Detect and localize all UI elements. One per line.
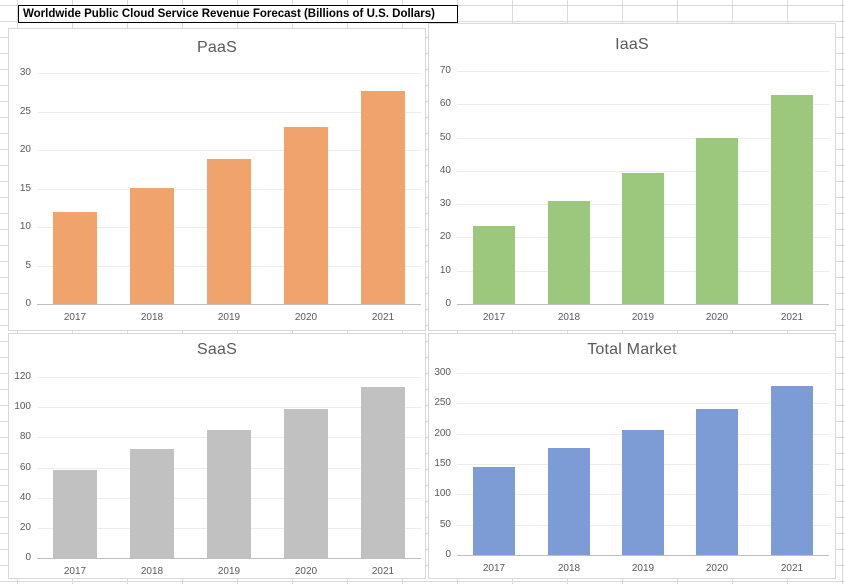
bar-2021[interactable] (361, 91, 405, 304)
bar-2021[interactable] (361, 387, 405, 558)
gridline (37, 150, 421, 151)
x-axis-category-label: 2021 (780, 312, 804, 323)
x-axis-category-label: 2020 (294, 566, 318, 577)
chart-title: PaaS (197, 39, 237, 56)
y-axis-tick-label: 80 (19, 431, 31, 442)
bar-2019[interactable] (207, 159, 251, 304)
x-axis-category-label: 2018 (557, 312, 581, 323)
bar-2019[interactable] (207, 430, 251, 558)
bar-2018[interactable] (130, 449, 174, 558)
y-axis-tick-label: 0 (25, 552, 31, 563)
y-axis-tick-label: 20 (19, 144, 31, 155)
x-axis-category-label: 2018 (140, 566, 164, 577)
x-axis-category-label: 2020 (294, 312, 318, 323)
y-axis-tick-label: 70 (439, 65, 451, 76)
bar-2019[interactable] (622, 430, 664, 555)
x-axis-category-label: 2021 (371, 312, 395, 323)
bar-2020[interactable] (284, 409, 328, 558)
chart-title: SaaS (197, 341, 237, 358)
y-axis-tick-label: 40 (439, 165, 451, 176)
y-axis-tick-label: 60 (439, 98, 451, 109)
x-axis-category-label: 2017 (63, 312, 87, 323)
gridline (457, 138, 829, 139)
saas-chart[interactable]: SaaS 0 20 40 60 80 100 120 2017 2018 2019 2020 2021 (8, 333, 426, 579)
y-axis-tick-label: 150 (434, 458, 451, 469)
x-axis-category-label: 2019 (217, 566, 241, 577)
x-axis-line (37, 304, 421, 305)
bar-2018[interactable] (548, 201, 590, 304)
bar-2017[interactable] (53, 212, 97, 304)
y-axis-tick-label: 100 (14, 401, 31, 412)
y-axis-tick-label: 40 (19, 492, 31, 503)
bar-2018[interactable] (548, 448, 590, 555)
y-axis-tick-label: 20 (19, 522, 31, 533)
x-axis-category-label: 2019 (631, 312, 655, 323)
y-axis-tick-label: 10 (19, 221, 31, 232)
bar-2019[interactable] (622, 173, 664, 304)
gridline (457, 171, 829, 172)
gridline (457, 403, 829, 404)
y-axis-tick-label: 30 (439, 198, 451, 209)
y-axis-tick-label: 100 (434, 488, 451, 499)
bar-2017[interactable] (473, 467, 515, 555)
y-axis-tick-label: 5 (25, 260, 31, 271)
sheet-title-text: Worldwide Public Cloud Service Revenue F… (23, 8, 435, 20)
paas-chart[interactable]: PaaS 0 5 10 15 20 25 30 2017 2018 2019 2020 2021 (8, 28, 426, 331)
x-axis-category-label: 2017 (482, 312, 506, 323)
y-axis-tick-label: 50 (439, 519, 451, 530)
x-axis-line (457, 555, 829, 556)
iaas-chart[interactable]: IaaS 0 10 20 30 40 50 60 70 2017 2018 2019 2020 2021 (428, 23, 836, 331)
x-axis-category-label: 2017 (482, 563, 506, 574)
y-axis-tick-label: 0 (445, 298, 451, 309)
y-axis-tick-label: 10 (439, 265, 451, 276)
x-axis-line (37, 558, 421, 559)
y-axis-tick-label: 50 (439, 132, 451, 143)
x-axis-line (457, 304, 829, 305)
gridline (457, 71, 829, 72)
y-axis-tick-label: 30 (19, 67, 31, 78)
y-axis-tick-label: 120 (14, 371, 31, 382)
y-axis-tick-label: 0 (25, 298, 31, 309)
sheet-title-cell[interactable]: Worldwide Public Cloud Service Revenue F… (18, 5, 458, 23)
y-axis-tick-label: 250 (434, 397, 451, 408)
y-axis-tick-label: 20 (439, 231, 451, 242)
x-axis-category-label: 2021 (371, 566, 395, 577)
x-axis-category-label: 2020 (705, 563, 729, 574)
bar-2017[interactable] (53, 470, 97, 558)
bar-2021[interactable] (771, 95, 813, 304)
y-axis-tick-label: 15 (19, 183, 31, 194)
y-axis-tick-label: 200 (434, 428, 451, 439)
gridline (457, 373, 829, 374)
gridline (37, 407, 421, 408)
chart-title: Total Market (587, 341, 677, 358)
gridline (37, 73, 421, 74)
y-axis-tick-label: 25 (19, 106, 31, 117)
bar-2020[interactable] (696, 138, 738, 304)
bar-2020[interactable] (696, 409, 738, 555)
x-axis-category-label: 2020 (705, 312, 729, 323)
x-axis-category-label: 2019 (217, 312, 241, 323)
chart-title: IaaS (615, 36, 649, 53)
x-axis-category-label: 2019 (631, 563, 655, 574)
y-axis-tick-label: 60 (19, 462, 31, 473)
y-axis-tick-label: 0 (445, 549, 451, 560)
bar-2018[interactable] (130, 188, 174, 304)
gridline (37, 377, 421, 378)
bar-2020[interactable] (284, 127, 328, 304)
y-axis-tick-label: 300 (434, 367, 451, 378)
x-axis-category-label: 2017 (63, 566, 87, 577)
x-axis-category-label: 2021 (780, 563, 804, 574)
gridline (37, 112, 421, 113)
x-axis-category-label: 2018 (140, 312, 164, 323)
gridline (457, 104, 829, 105)
x-axis-category-label: 2018 (557, 563, 581, 574)
bar-2017[interactable] (473, 226, 515, 304)
bar-2021[interactable] (771, 386, 813, 555)
total-market-chart[interactable]: Total Market 0 50 100 150 200 250 300 2017 2018 20… (428, 333, 836, 579)
